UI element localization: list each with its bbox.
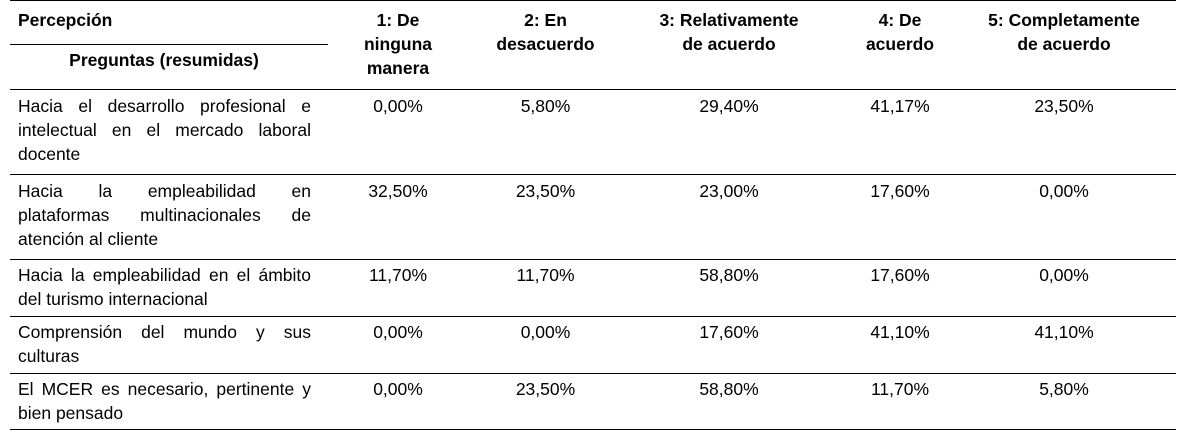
row-value: 0,00% <box>1039 265 1089 285</box>
row-value: 11,70% <box>516 265 575 285</box>
row-value: 58,80% <box>699 265 759 285</box>
header-bottom-rule <box>10 89 1176 90</box>
row-question: Hacia la empleabilidad en plataformas mu… <box>18 181 311 249</box>
table-top-rule <box>10 0 1176 1</box>
row-question: Hacia el desarrollo profesional e intele… <box>18 96 311 164</box>
row-rule-3 <box>10 316 1176 317</box>
row-value: 5,80% <box>1039 379 1089 399</box>
row-question: Comprensión del mundo y sus culturas <box>18 322 311 366</box>
row-value: 41,10% <box>870 322 930 342</box>
header-perception: Percepción <box>18 10 113 30</box>
row-value: 23,50% <box>515 181 576 201</box>
header-col-3: 3: Relativamente de acuerdo <box>659 10 799 54</box>
row-value: 58,80% <box>699 379 759 399</box>
row-value: 17,60% <box>870 181 930 201</box>
row-value: 23,00% <box>699 181 759 201</box>
header-col-2: 2: En desacuerdo <box>496 10 595 54</box>
row-value: 29,40% <box>699 96 759 116</box>
row-value: 0,00% <box>373 379 423 399</box>
row-value: 17,60% <box>870 265 930 285</box>
row-value: 0,00% <box>520 322 571 342</box>
row-value: 11,70% <box>368 265 428 285</box>
header-sub-rule <box>10 44 328 45</box>
row-value: 17,60% <box>699 322 759 342</box>
row-value: 0,00% <box>373 96 423 116</box>
row-value: 41,17% <box>870 96 930 116</box>
row-value: 5,80% <box>520 96 571 116</box>
row-question: El MCER es necesario, pertinente y bien … <box>18 379 311 423</box>
row-rule-4 <box>10 373 1176 374</box>
row-rule-1 <box>10 174 1176 175</box>
row-value: 23,50% <box>1034 96 1094 116</box>
row-value: 0,00% <box>1039 181 1089 201</box>
header-col-4: 4: De acuerdo <box>865 10 935 54</box>
header-questions: Preguntas (resumidas) <box>69 50 259 70</box>
header-col-1: 1: De ninguna manera <box>363 10 433 78</box>
row-value: 11,70% <box>870 379 930 399</box>
row-rule-2 <box>10 259 1176 260</box>
row-value: 23,50% <box>515 379 576 399</box>
table-bottom-rule <box>10 429 1176 430</box>
row-value: 0,00% <box>373 322 423 342</box>
row-value: 32,50% <box>368 181 428 201</box>
row-value: 41,10% <box>1034 322 1094 342</box>
row-question: Hacia la empleabilidad en el ámbito del … <box>18 265 311 309</box>
header-col-5: 5: Completamente de acuerdo <box>988 10 1140 54</box>
